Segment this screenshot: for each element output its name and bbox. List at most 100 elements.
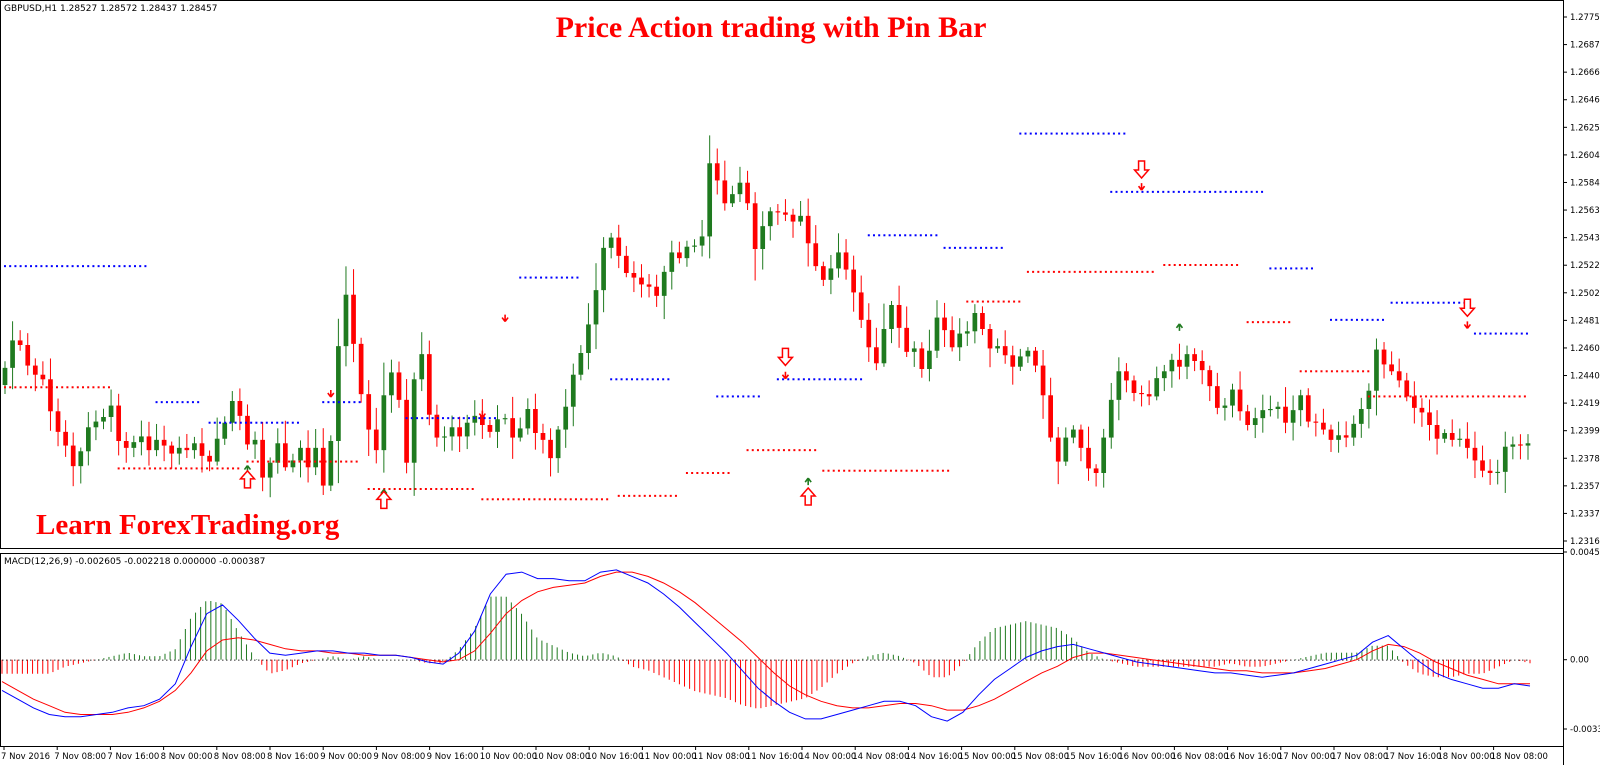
level-dot — [76, 386, 79, 389]
level-dot — [656, 378, 659, 381]
level-dot — [966, 300, 969, 303]
level-dot — [1523, 395, 1526, 398]
level-dot — [456, 488, 459, 490]
candle-body — [267, 462, 273, 478]
zero-dot — [646, 659, 648, 661]
zero-dot — [394, 659, 396, 661]
symbol-info: GBPUSD,H1 1.28527 1.28572 1.28437 1.2845… — [4, 4, 217, 14]
zero-dot — [1426, 659, 1428, 661]
resistance-level — [155, 401, 200, 404]
candle-body — [692, 245, 697, 247]
level-dot — [239, 421, 242, 424]
level-dot — [867, 234, 870, 237]
candle-body — [737, 182, 743, 195]
level-dot — [358, 401, 361, 404]
candle-body — [881, 329, 887, 364]
time-tick-label: 11 Nov 08:00 — [693, 752, 750, 762]
level-dot — [293, 460, 296, 463]
level-dot — [180, 467, 183, 470]
candle — [517, 417, 523, 442]
candle-body — [78, 451, 84, 467]
level-dot — [322, 401, 325, 404]
candle-body — [1101, 437, 1107, 473]
level-dot — [61, 265, 64, 268]
level-dot — [367, 488, 370, 490]
candle-body — [10, 340, 15, 368]
level-dot — [415, 417, 418, 420]
candle — [1434, 410, 1440, 455]
level-dot — [1141, 190, 1144, 193]
level-dot — [884, 469, 887, 472]
level-dot — [123, 265, 126, 268]
time-tick-label: 14 Nov 08:00 — [852, 752, 909, 762]
candle-body — [578, 353, 584, 375]
candle-body — [646, 284, 652, 287]
candle — [1411, 381, 1417, 424]
zero-dot — [1430, 659, 1432, 661]
signal-markers — [238, 160, 1477, 510]
macd-tick-label: 0.00455 — [1570, 548, 1600, 558]
candle-body — [404, 399, 409, 463]
zero-dot — [490, 659, 492, 661]
level-dot — [1341, 370, 1344, 373]
level-dot — [827, 469, 830, 472]
level-dot — [1310, 370, 1313, 373]
level-dot — [895, 469, 898, 472]
zero-dot — [1390, 659, 1392, 661]
candle-body — [942, 317, 947, 331]
candle — [1199, 350, 1205, 385]
level-dot — [337, 401, 340, 404]
zero-dot — [986, 659, 988, 661]
level-dot — [133, 467, 136, 470]
candle — [1328, 424, 1334, 452]
candle-body — [70, 445, 76, 467]
level-dot — [1376, 318, 1379, 321]
support-level — [1163, 264, 1239, 266]
time-tick-label: 9 Nov 08:00 — [373, 752, 425, 762]
level-dot — [926, 469, 929, 472]
zero-dot — [1294, 659, 1296, 661]
candle-body — [1252, 418, 1258, 425]
candle — [730, 185, 735, 208]
zero-dot — [1366, 659, 1368, 661]
candle — [1389, 351, 1394, 376]
level-dot — [936, 469, 939, 472]
level-dot — [14, 386, 17, 389]
level-dot — [1447, 301, 1450, 304]
level-dot — [751, 449, 754, 452]
zero-dot — [694, 659, 696, 661]
zero-dot — [938, 659, 940, 661]
resistance-level — [867, 234, 938, 237]
candle — [336, 318, 341, 484]
level-dot — [159, 467, 162, 470]
candle-body — [555, 429, 561, 459]
candle — [790, 208, 796, 238]
candle-body — [730, 194, 735, 204]
candle-body — [298, 447, 303, 461]
level-dot — [519, 276, 522, 279]
level-dot — [853, 469, 856, 472]
support-level — [117, 467, 240, 470]
candle-body — [1404, 380, 1410, 397]
level-dot — [1019, 132, 1022, 135]
level-dot — [823, 378, 826, 381]
candle — [972, 304, 978, 344]
candle-body — [684, 246, 690, 259]
level-dot — [716, 395, 719, 398]
level-dot — [889, 469, 892, 472]
candle-body — [40, 374, 46, 380]
level-dot — [1350, 318, 1353, 321]
candle-body — [570, 374, 576, 407]
candle — [328, 435, 334, 492]
level-dot — [630, 378, 633, 381]
level-dot — [1487, 395, 1490, 398]
level-dot — [113, 265, 116, 268]
level-dot — [651, 378, 654, 381]
candle-body — [623, 255, 629, 273]
candle — [1487, 459, 1493, 485]
level-dot — [1120, 270, 1123, 273]
level-dot — [181, 401, 184, 404]
time-tick-label: 7 Nov 2016 — [1, 752, 50, 762]
zero-dot — [1102, 659, 1104, 661]
